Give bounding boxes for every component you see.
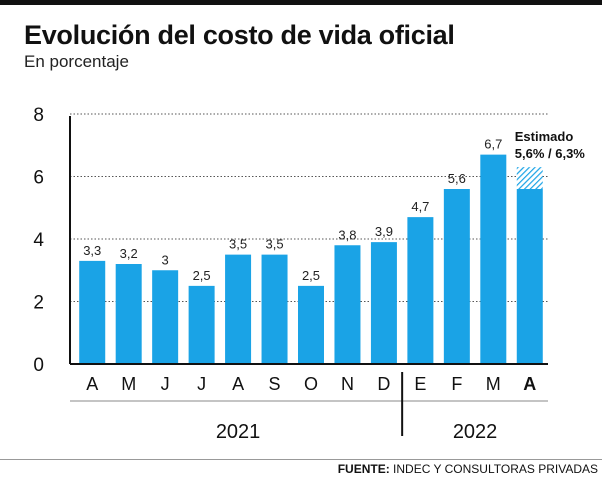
- bar-chart: 3,3 3,2 3 2,5 3,5 3,5 2,5 3,8 3,9 4,7 5,6 6,7 Estima…: [33, 105, 586, 443]
- y-tick-label: 0: [33, 355, 44, 376]
- value-label: 3: [162, 252, 169, 267]
- value-label: 3,2: [120, 246, 138, 261]
- bar: [480, 154, 507, 364]
- x-tick-label: A: [86, 374, 98, 394]
- value-label: 3,5: [265, 237, 283, 252]
- x-tick-label: N: [341, 374, 354, 394]
- value-label: 5,6: [448, 171, 466, 186]
- x-tick-label: M: [121, 374, 136, 394]
- footer-divider: [0, 459, 602, 460]
- bar: [370, 242, 397, 364]
- source-note: FUENTE: INDEC Y CONSULTORAS PRIVADAS: [338, 462, 598, 476]
- value-label: 3,3: [83, 243, 101, 258]
- bar: [334, 245, 361, 364]
- y-tick-label: 8: [33, 105, 44, 126]
- year-label: 2022: [453, 421, 498, 443]
- source-label: FUENTE:: [337, 462, 390, 476]
- bar: [261, 254, 288, 364]
- year-label: 2021: [216, 421, 261, 443]
- x-tick-label: E: [414, 374, 426, 394]
- bar: [516, 189, 543, 364]
- chart-subtitle: En porcentaje: [24, 52, 129, 71]
- value-label: 6,7: [484, 137, 502, 152]
- x-tick-label: O: [304, 374, 318, 394]
- x-tick-label: S: [269, 374, 281, 394]
- chart-title: Evolución del costo de vida oficial: [24, 20, 455, 50]
- x-tick-label: A: [232, 374, 244, 394]
- bar: [79, 260, 106, 364]
- x-tick-label: J: [161, 374, 170, 394]
- x-tick-label: A: [523, 374, 536, 394]
- y-tick-label: 6: [33, 168, 44, 189]
- bar: [407, 217, 434, 364]
- bar: [225, 254, 252, 364]
- bar: [298, 285, 324, 364]
- x-tick-label: F: [451, 374, 462, 394]
- y-tick-label: 4: [33, 230, 44, 251]
- bar: [115, 264, 142, 364]
- bar: [188, 285, 215, 364]
- value-label: 2,5: [302, 268, 320, 283]
- bar: [443, 189, 470, 364]
- estimate-label: Estimado: [515, 129, 574, 144]
- x-tick-label: J: [197, 374, 206, 394]
- value-label: 3,9: [375, 224, 393, 239]
- value-label: 3,8: [338, 227, 356, 242]
- value-label: 2,5: [193, 268, 211, 283]
- estimate-range-label: 5,6% / 6,3%: [515, 146, 586, 161]
- bar: [152, 270, 179, 364]
- estimate-range-bar: [516, 167, 543, 189]
- source-text: INDEC Y CONSULTORAS PRIVADAS: [393, 462, 598, 476]
- top-bar: [0, 0, 602, 5]
- y-tick-label: 2: [33, 293, 44, 314]
- x-tick-label: M: [486, 374, 501, 394]
- value-label: 4,7: [411, 199, 429, 214]
- value-label: 3,5: [229, 237, 247, 252]
- x-tick-label: D: [377, 374, 390, 394]
